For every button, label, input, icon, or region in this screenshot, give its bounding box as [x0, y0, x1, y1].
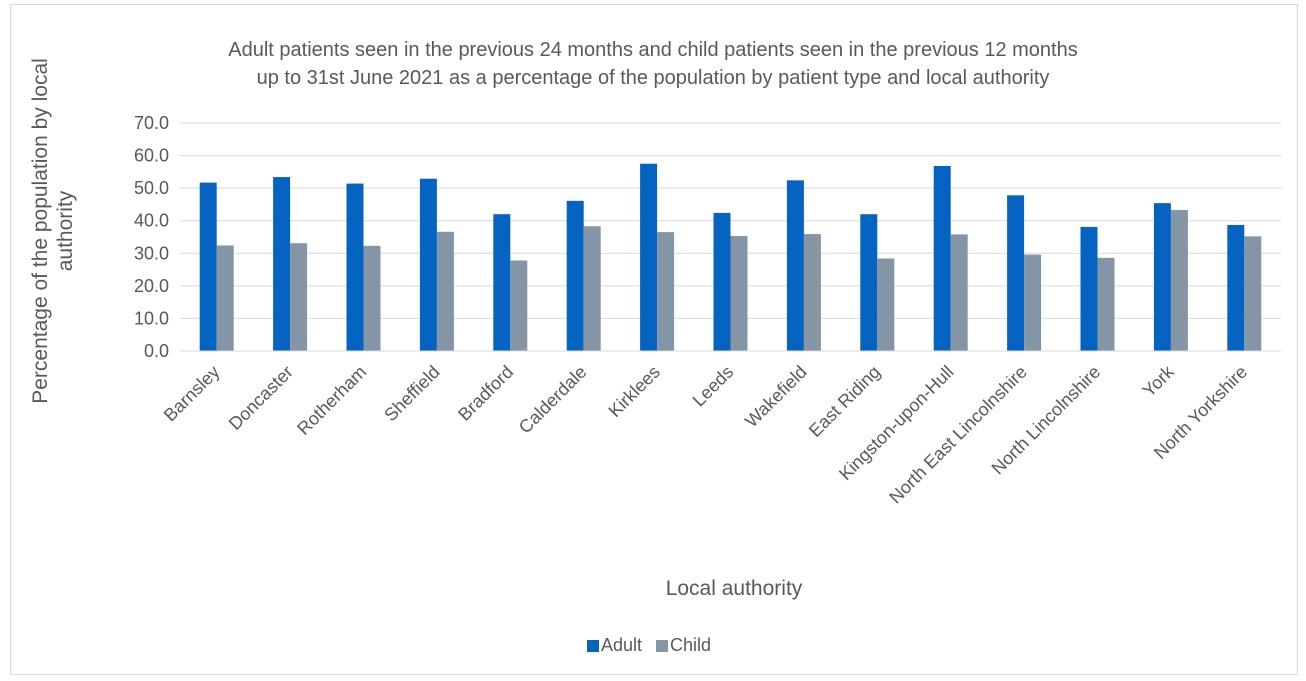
bar-child-north-east-lincolnshire [1024, 254, 1042, 351]
x-tick-label: Kirklees [605, 362, 664, 421]
y-tick-label: 10.0 [134, 308, 169, 328]
legend-label-adult: Adult [601, 635, 642, 655]
x-tick-label: Calderdale [515, 362, 591, 438]
y-axis-title-line-1: Percentage of the population by local [29, 58, 52, 404]
y-tick-label: 50.0 [134, 178, 169, 198]
bar-adult-bradford [493, 214, 511, 351]
bar-adult-kingston-upon-hull [933, 165, 951, 351]
chart-title-line-1: Adult patients seen in the previous 24 m… [228, 39, 1077, 61]
bar-child-north-yorkshire [1244, 236, 1262, 351]
y-tick-label: 30.0 [134, 243, 169, 263]
bar-adult-east-riding [860, 214, 878, 351]
x-tick-label: Doncaster [225, 362, 297, 434]
x-tick-label: East Riding [805, 362, 884, 441]
bar-child-calderdale [583, 226, 601, 351]
bar-adult-leeds [713, 212, 731, 351]
y-tick-label: 70.0 [134, 113, 169, 133]
legend-label-child: Child [670, 635, 711, 655]
bar-adult-kirklees [640, 163, 658, 351]
bar-adult-sheffield [419, 178, 437, 351]
x-tick-label: Rotherham [293, 362, 370, 439]
bar-adult-north-lincolnshire [1080, 226, 1098, 351]
bar-adult-north-yorkshire [1227, 224, 1245, 351]
x-tick-label: Bradford [454, 362, 517, 425]
chart-title: Adult patients seen in the previous 24 m… [228, 39, 1077, 89]
legend: Adult Child [587, 635, 711, 655]
bar-child-kirklees [657, 232, 675, 351]
bar-child-barnsley [216, 245, 234, 351]
y-axis-ticks: 0.0 10.0 20.0 30.0 40.0 50.0 60.0 70.0 [134, 113, 169, 361]
bar-child-east-riding [877, 258, 895, 351]
bar-child-wakefield [803, 234, 821, 351]
x-tick-label: Wakefield [741, 362, 811, 432]
bar-child-doncaster [290, 243, 308, 351]
chart-title-line-2: up to 31st June 2021 as a percentage of … [257, 67, 1050, 89]
bar-adult-rotherham [346, 183, 364, 351]
x-tick-label: Leeds [689, 362, 738, 411]
x-axis-title: Local authority [666, 577, 803, 600]
bar-adult-wakefield [786, 180, 804, 351]
x-tick-label: Sheffield [380, 362, 443, 425]
bar-adult-calderdale [566, 200, 584, 351]
bar-child-york [1170, 209, 1188, 351]
bar-adult-barnsley [199, 182, 217, 351]
y-tick-label: 0.0 [144, 341, 169, 361]
bar-child-kingston-upon-hull [950, 234, 968, 351]
chart-frame: Adult patients seen in the previous 24 m… [10, 4, 1298, 675]
legend-swatch-child [656, 640, 669, 652]
bar-adult-north-east-lincolnshire [1007, 195, 1025, 351]
y-axis-title: Percentage of the population by local au… [29, 58, 77, 404]
x-tick-label: York [1139, 361, 1179, 401]
legend-swatch-adult [587, 640, 599, 652]
y-axis-title-line-2: authority [54, 190, 77, 271]
x-tick-label: North East Lincolnshire [885, 362, 1031, 508]
y-tick-label: 20.0 [134, 276, 169, 296]
bars [199, 163, 1262, 351]
bar-child-sheffield [436, 231, 454, 351]
bar-adult-doncaster [273, 177, 291, 351]
y-tick-label: 40.0 [134, 211, 169, 231]
bar-child-rotherham [363, 245, 381, 351]
y-tick-label: 60.0 [134, 146, 169, 166]
bar-child-leeds [730, 236, 748, 351]
bar-child-bradford [510, 260, 528, 351]
x-tick-label: Barnsley [160, 362, 224, 426]
bar-child-north-lincolnshire [1097, 257, 1115, 351]
bar-adult-york [1153, 203, 1171, 351]
bar-chart: Adult patients seen in the previous 24 m… [29, 39, 1281, 655]
